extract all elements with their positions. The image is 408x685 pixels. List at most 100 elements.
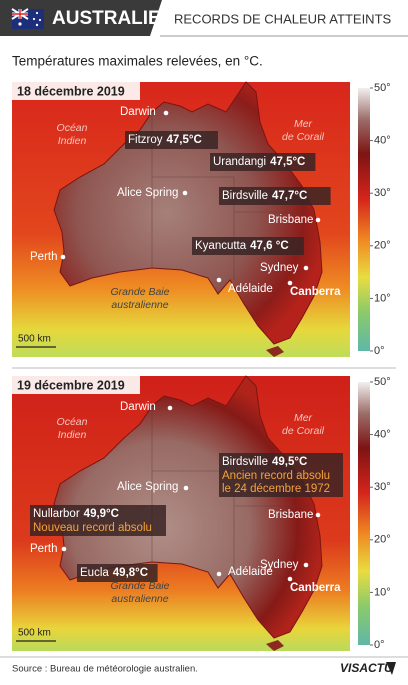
record-label: Nullarbor 49,9°C <box>33 508 119 520</box>
city-dot <box>61 546 67 552</box>
city-dot <box>182 190 188 196</box>
city-label: Adélaide <box>228 283 273 295</box>
city-dot <box>287 576 293 582</box>
ocean-label: Grande Baie <box>111 286 170 298</box>
brand: VISACTU <box>340 661 393 675</box>
scale-tick-label: 40° <box>374 429 391 441</box>
scale-tick-label: 40° <box>374 135 391 147</box>
city-label: Brisbane <box>268 509 313 521</box>
city-label: Darwin <box>120 106 156 118</box>
color-scale <box>358 382 370 645</box>
record-label: Urandangi 47,5°C <box>213 156 305 168</box>
record-value: 49,9°C <box>84 508 119 520</box>
scale-tick-label: 20° <box>374 240 391 252</box>
ocean-label: Océan <box>57 122 88 134</box>
scale-tick-label: 0° <box>374 639 385 651</box>
ocean-label: Mer <box>294 118 313 130</box>
record-note: Nouveau record absolu <box>33 522 152 534</box>
scale-tick-label: 10° <box>374 292 391 304</box>
scale-tick-label: 10° <box>374 586 391 598</box>
city-dot <box>167 405 173 411</box>
city-label: Alice Spring <box>117 187 178 199</box>
scale-tick-label: 30° <box>374 187 391 199</box>
record-label: Birdsville 49,5°C <box>222 456 307 468</box>
city-dot <box>303 562 309 568</box>
city-label: Darwin <box>120 401 156 413</box>
place-name: Fitzroy <box>128 134 163 146</box>
city-dot <box>183 485 189 491</box>
city-dot <box>60 254 66 260</box>
ocean-label: de Corail <box>282 425 325 437</box>
map-date: 18 décembre 2019 <box>17 84 125 98</box>
record-label: Eucla 49,8°C <box>80 567 148 579</box>
city-label: Alice Spring <box>117 481 178 493</box>
tasmania <box>266 640 284 651</box>
region: AUSTRALIE <box>52 8 161 29</box>
record-value: 47,5°C <box>270 156 305 168</box>
scale-tick-label: 0° <box>374 345 385 357</box>
date-box <box>12 82 140 100</box>
color-scale <box>358 88 370 351</box>
record-box <box>77 564 158 582</box>
record-box <box>210 153 316 171</box>
ocean-label: Indien <box>58 429 87 441</box>
brand-mark <box>386 662 396 675</box>
record-value: 47,6 °C <box>250 240 288 252</box>
map-date: 19 décembre 2019 <box>17 378 125 392</box>
record-label: Kyancutta 47,6 °C <box>195 240 289 252</box>
city-label: Perth <box>30 251 58 263</box>
scale-tick-label: 20° <box>374 534 391 546</box>
city-dot <box>287 280 293 286</box>
record-box <box>219 187 331 205</box>
ocean-label: Océan <box>57 416 88 428</box>
ocean-label: australienne <box>111 593 168 605</box>
source: Source : Bureau de météorologie australi… <box>12 664 198 675</box>
place-name: Birdsville <box>222 190 268 202</box>
record-box <box>192 237 304 255</box>
ocean-label: Indien <box>58 135 87 147</box>
record-label: Fitzroy 47,5°C <box>128 134 202 146</box>
header-notch <box>150 0 162 36</box>
place-name: Nullarbor <box>33 508 80 520</box>
record-value: 47,5°C <box>167 134 202 146</box>
scale-tick-label: 30° <box>374 481 391 493</box>
tasmania <box>266 346 284 357</box>
city-label: Canberra <box>290 582 341 594</box>
place-name: Urandangi <box>213 156 266 168</box>
city-label: Sydney <box>260 262 299 274</box>
record-value: 49,5°C <box>272 456 307 468</box>
scale-label: 500 km <box>18 628 51 639</box>
record-note: le 24 décembre 1972 <box>222 483 330 495</box>
record-value: 47,7°C <box>272 190 307 202</box>
city-label: Perth <box>30 543 58 555</box>
record-box <box>30 505 166 536</box>
city-dot <box>315 512 321 518</box>
city-label: Brisbane <box>268 214 313 226</box>
place-name: Birdsville <box>222 456 268 468</box>
city-dot <box>163 110 169 116</box>
record-value: 49,8°C <box>113 567 148 579</box>
ocean-label: Grande Baie <box>111 580 170 592</box>
ocean-label: australienne <box>111 299 168 311</box>
place-name: Eucla <box>80 567 109 579</box>
header-title: RECORDS DE CHALEUR ATTEINTS <box>174 11 392 26</box>
place-name: Kyancutta <box>195 240 247 252</box>
city-label: Sydney <box>260 559 299 571</box>
city-dot <box>315 217 321 223</box>
city-label: Adélaide <box>228 566 273 578</box>
city-dot <box>216 571 222 577</box>
scale-tick-label: 50° <box>374 376 391 388</box>
record-box <box>125 131 218 149</box>
subtitle: Températures maximales relevées, en °C. <box>12 54 263 69</box>
city-label: Canberra <box>290 286 341 298</box>
scale-tick-label: 50° <box>374 82 391 94</box>
record-note: Ancien record absolu <box>222 470 330 482</box>
flag <box>11 8 44 29</box>
ocean-label: Mer <box>294 412 313 424</box>
record-box <box>219 453 343 497</box>
city-dot <box>216 277 222 283</box>
scale-label: 500 km <box>18 334 51 345</box>
